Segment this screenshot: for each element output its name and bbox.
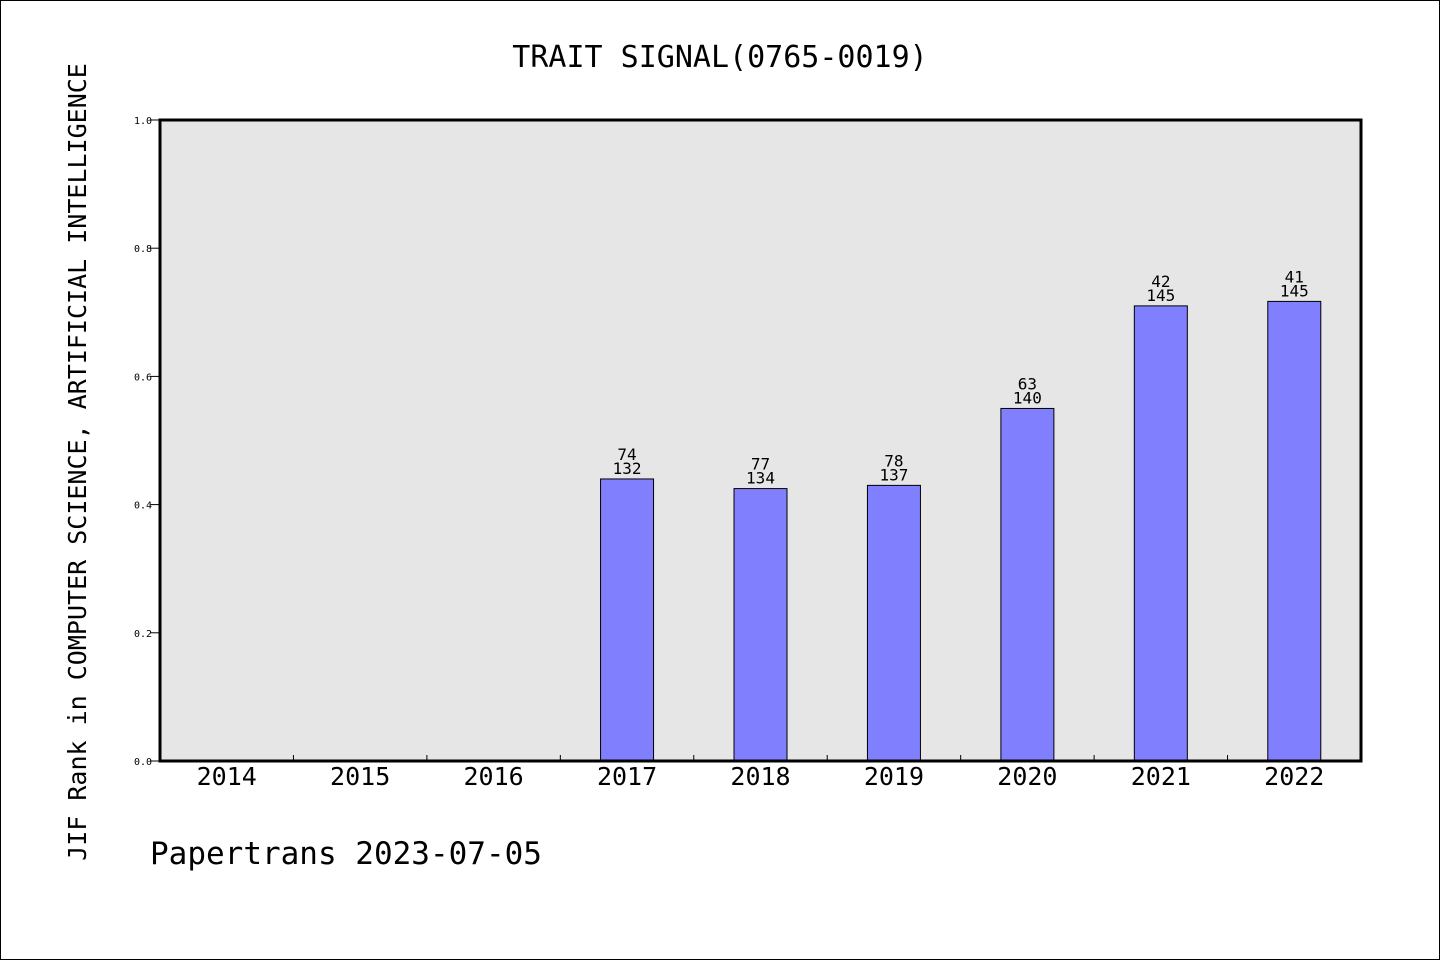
x-tick-label-2017: 2017 [597, 762, 657, 791]
y-tick-label-0.0: 0.0 [134, 757, 152, 768]
footer-text: Papertrans 2023-07-05 [150, 836, 542, 872]
bar-rank-label-2018: 77 [751, 455, 770, 474]
bar-total-label-2020: 140 [1013, 388, 1042, 407]
bar-rank-label-2021: 42 [1151, 272, 1170, 291]
bar-total-label-2019: 137 [879, 465, 908, 484]
y-tick-label-0.4: 0.4 [134, 501, 152, 512]
bar-2017 [600, 478, 655, 762]
bar-rank-label-2022: 41 [1285, 267, 1304, 286]
chart-title: TRAIT SIGNAL(0765-0019) [512, 40, 927, 75]
x-tick-label-2016: 2016 [464, 762, 524, 791]
y-axis-label: JIF Rank in COMPUTER SCIENCE, ARTIFICIAL… [63, 63, 92, 861]
bar-total-label-2022: 145 [1280, 281, 1309, 300]
y-axis: 0.0 0.2 0.4 0.6 0.8 1.0 [134, 116, 160, 768]
bar-2021 [1133, 305, 1188, 762]
plot-frame [158, 118, 1363, 763]
x-tick-label-2015: 2015 [330, 762, 390, 791]
y-tick-label-0.8: 0.8 [134, 244, 152, 255]
bar-total-label-2018: 134 [746, 469, 775, 488]
bar-2018 [733, 488, 788, 762]
y-tick-label-1.0: 1.0 [134, 116, 152, 127]
x-tick-label-2018: 2018 [730, 762, 790, 791]
bar-2020 [1000, 407, 1055, 762]
bar-rank-label-2020: 63 [1018, 374, 1037, 393]
x-axis: 2014 2015 2016 2017 2018 2019 2020 2021 2022 [197, 755, 1324, 791]
x-tick-label-2014: 2014 [197, 762, 257, 791]
bar-2022 [1267, 300, 1322, 762]
bar-total-label-2021: 145 [1146, 286, 1175, 305]
y-tick-label-0.2: 0.2 [134, 629, 152, 640]
x-tick-label-2021: 2021 [1131, 762, 1191, 791]
bar-2019 [866, 484, 921, 762]
bar-rank-label-2019: 78 [884, 451, 903, 470]
bar-rank-label-2017: 74 [617, 445, 636, 464]
x-tick-label-2019: 2019 [864, 762, 924, 791]
x-tick-label-2020: 2020 [997, 762, 1057, 791]
bar-total-label-2017: 132 [613, 459, 642, 478]
y-tick-label-0.6: 0.6 [134, 372, 152, 383]
x-tick-label-2022: 2022 [1264, 762, 1324, 791]
